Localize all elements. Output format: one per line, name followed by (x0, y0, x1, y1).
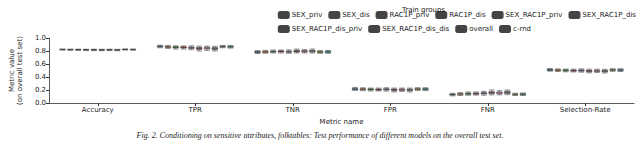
svg-text:SEX_RAC1P_dis_priv: SEX_RAC1P_dis_priv (292, 25, 362, 33)
svg-text:SEX_RAC1P_priv: SEX_RAC1P_priv (506, 11, 563, 19)
svg-text:Train groups: Train groups (401, 6, 445, 14)
svg-text:FNR: FNR (481, 106, 495, 114)
svg-text:c-rnd: c-rnd (513, 25, 531, 33)
svg-text:Fig. 2. Conditioning on sensit: Fig. 2. Conditioning on sensitive attrib… (136, 131, 504, 140)
svg-text:0.6: 0.6 (35, 60, 47, 68)
svg-text:RAC1P_dis: RAC1P_dis (449, 11, 486, 19)
svg-text:Accuracy: Accuracy (82, 106, 114, 114)
svg-text:SEX_RAC1P_dis_dis: SEX_RAC1P_dis_dis (382, 25, 449, 33)
svg-text:SEX_priv: SEX_priv (292, 11, 323, 19)
svg-text:RAC1P_priv: RAC1P_priv (389, 11, 430, 19)
svg-text:TPR: TPR (188, 106, 202, 114)
svg-text:(on overall test set): (on overall test set) (16, 36, 24, 105)
svg-text:TNR: TNR (285, 106, 301, 114)
svg-text:SEX_dis: SEX_dis (342, 11, 370, 19)
svg-text:0.8: 0.8 (35, 47, 46, 55)
svg-text:0.2: 0.2 (35, 86, 46, 94)
svg-text:SEX_RAC1P_dis: SEX_RAC1P_dis (582, 11, 636, 19)
svg-text:Metric name: Metric name (320, 118, 364, 126)
svg-text:FPR: FPR (384, 106, 397, 114)
svg-text:0.4: 0.4 (35, 73, 47, 81)
svg-text:0.0: 0.0 (35, 99, 46, 107)
svg-text:overall: overall (469, 25, 493, 33)
svg-text:1.0: 1.0 (35, 34, 46, 42)
svg-text:Metric value: Metric value (8, 49, 16, 92)
svg-text:Selection-Rate: Selection-Rate (560, 106, 611, 114)
